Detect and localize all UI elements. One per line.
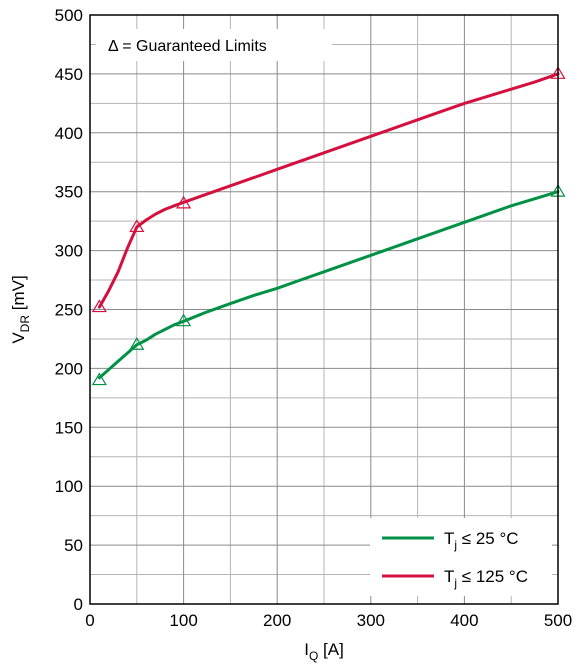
y-axis-label: VDR [mV]: [9, 275, 32, 343]
y-tick-label: 300: [55, 242, 83, 261]
y-axis-label-unit: [mV]: [9, 275, 28, 315]
limit-markers: [93, 67, 565, 384]
annotation-text: Δ = Guaranteed Limits: [108, 38, 267, 55]
y-tick-label: 0: [74, 595, 83, 614]
x-tick-label: 500: [544, 611, 572, 630]
y-tick-label: 350: [55, 183, 83, 202]
y-tick-label: 200: [55, 359, 83, 378]
y-tick-labels: 0 50 100 150 200 250 300 350 400 450 500: [55, 6, 83, 614]
series-line-2: [99, 74, 558, 307]
x-tick-label: 300: [357, 611, 385, 630]
legend-label-rest: ≤ 25 °C: [457, 529, 518, 548]
x-tick-labels: 0 100 200 300 400 500: [85, 611, 572, 630]
series-line-1: [99, 192, 558, 378]
y-tick-label: 500: [55, 6, 83, 25]
x-tick-label: 400: [450, 611, 478, 630]
legend-label-main: T: [444, 529, 454, 548]
series-layer: [99, 74, 558, 378]
legend-label-rest: ≤ 125 °C: [457, 567, 528, 586]
annotation-box: Δ = Guaranteed Limits: [96, 29, 332, 61]
y-tick-label: 50: [64, 536, 83, 555]
y-axis-label-main: V: [9, 332, 28, 344]
y-axis-label-sub: DR: [18, 315, 32, 333]
x-axis-label: IQ [A]: [304, 640, 344, 663]
x-axis-label-sub: Q: [309, 649, 318, 663]
y-tick-label: 450: [55, 65, 83, 84]
y-tick-label: 400: [55, 124, 83, 143]
legend: Tj ≤ 25 °CTj ≤ 125 °C: [370, 518, 552, 596]
y-tick-label: 150: [55, 418, 83, 437]
legend-label-main: T: [444, 567, 454, 586]
y-tick-label: 100: [55, 477, 83, 496]
x-tick-label: 100: [169, 611, 197, 630]
x-tick-label: 0: [85, 611, 94, 630]
x-tick-label: 200: [263, 611, 291, 630]
x-axis-label-unit: [A]: [318, 640, 344, 659]
y-tick-label: 250: [55, 301, 83, 320]
